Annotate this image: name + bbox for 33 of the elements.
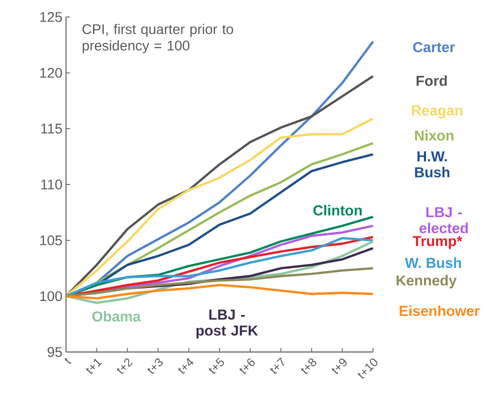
x-tick-label: t — [64, 358, 72, 364]
x-tick-label: t+7 — [270, 357, 284, 374]
series-label: Kennedy — [396, 274, 457, 288]
annotation: CPI, first quarter prior to presidency = 100 — [82, 24, 234, 54]
text: Eisenhower — [400, 305, 480, 316]
y-tick-label: 125 — [40, 12, 62, 22]
text: LBJ - elected — [420, 207, 468, 234]
text: Carter — [413, 42, 455, 52]
text: W. Bush — [404, 257, 461, 268]
y-tick-label: 110 — [41, 180, 62, 190]
x-tick-label: t+2 — [116, 358, 133, 374]
y-tick-label: 95 — [48, 347, 62, 357]
y-tick-label: 115 — [41, 124, 62, 134]
x-tick-label: t+5 — [208, 358, 224, 374]
x-tick-label: t+1 — [86, 358, 102, 374]
y-tick-label: 100 — [40, 291, 62, 302]
x-tick-label: t+8 — [300, 358, 316, 374]
series-label: Clinton — [313, 204, 362, 216]
y-tick-label: 105 — [40, 235, 62, 246]
line-series — [64, 284, 374, 300]
x-tick-label: t+6 — [240, 358, 255, 374]
series-label: LBJ - post JFK — [196, 310, 258, 339]
text: Ford — [416, 75, 447, 86]
x-tick-label: t+10 — [358, 358, 378, 379]
x-tick-label: t+9 — [332, 358, 347, 374]
x-tick-label: t+3 — [147, 358, 163, 374]
text: H.W. Bush — [415, 151, 450, 178]
text: Reagan — [412, 105, 462, 118]
x-tick-label: t+4 — [178, 358, 194, 374]
text: Trump* — [412, 236, 462, 250]
y-tick-label: 120 — [40, 68, 62, 78]
series-label: Obama — [92, 310, 141, 322]
text: Nixon — [415, 130, 454, 141]
